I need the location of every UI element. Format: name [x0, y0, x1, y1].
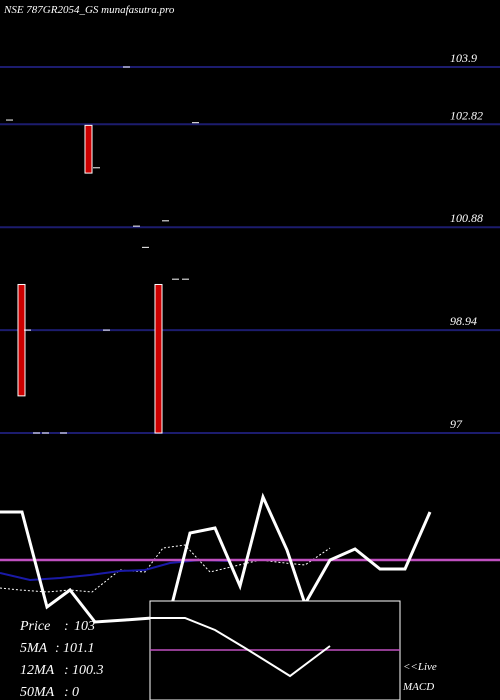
y-tick-label: 100.88 — [450, 211, 483, 225]
ma5-label: 5MA — [20, 641, 48, 656]
candle-body — [84, 124, 93, 174]
y-tick-label: 98.94 — [450, 314, 477, 328]
ma5-colon: : — [55, 641, 60, 656]
ma12-label: 12MA — [20, 663, 55, 678]
live-label: <<Live — [403, 661, 437, 673]
candle-body — [154, 283, 163, 434]
price-label: Price — [19, 619, 50, 634]
chart-title: NSE 787GR2054_GS munafasutra.pro — [3, 4, 175, 16]
indicator-panel — [0, 492, 500, 700]
y-tick-label: 102.82 — [450, 108, 483, 122]
price-value: 103 — [74, 619, 95, 634]
ma50-value: 0 — [72, 685, 79, 700]
stats-block: Price : 103 5MA : 101.1 12MA : 100.3 50M… — [19, 619, 104, 700]
ma12-colon: : — [64, 663, 69, 678]
macd-label: MACD — [402, 681, 434, 693]
ma50-label: 50MA — [20, 685, 55, 700]
candle-body — [17, 283, 26, 397]
y-tick-label: 97 — [450, 417, 463, 431]
ma50-colon: : — [64, 685, 69, 700]
y-tick-label: 103.9 — [450, 51, 477, 65]
price-line — [0, 492, 432, 624]
macd-caption: <<Live MACD — [402, 661, 437, 693]
ma12-value: 100.3 — [72, 663, 104, 678]
gridlines — [0, 66, 500, 434]
y-tick-labels: 103.9 102.82 100.88 98.94 97 — [450, 51, 483, 431]
macd-line — [150, 617, 331, 678]
ma5-value: 101.1 — [63, 641, 95, 656]
price-colon: : — [64, 619, 69, 634]
candles — [6, 66, 199, 434]
